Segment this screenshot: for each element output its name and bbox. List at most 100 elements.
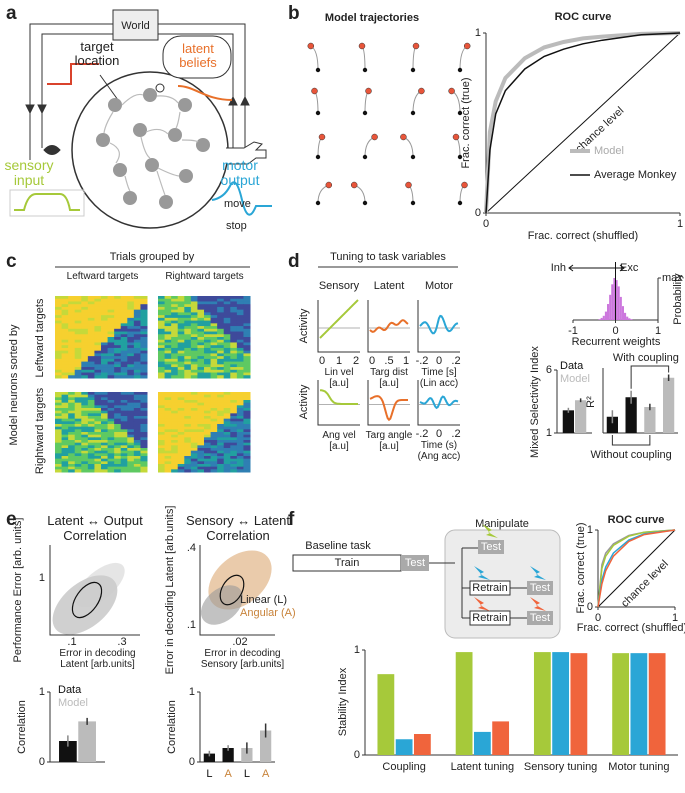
heatmap-cell bbox=[68, 306, 76, 311]
heatmap-cell bbox=[197, 400, 205, 404]
heatmap-cell bbox=[223, 372, 231, 376]
heatmap-cell bbox=[101, 432, 109, 436]
heatmap-cell bbox=[210, 450, 218, 454]
heatmap-cell bbox=[164, 347, 172, 352]
heatmap-cell bbox=[68, 364, 76, 368]
heatmap-cell bbox=[140, 445, 148, 449]
heatmap-cell bbox=[120, 429, 128, 433]
heatmap-cell bbox=[217, 464, 225, 468]
heatmap-cell bbox=[223, 421, 231, 425]
heatmap-cell bbox=[171, 350, 179, 354]
arrow bbox=[568, 264, 625, 272]
heatmap-cell bbox=[140, 397, 148, 401]
heatmap-cell bbox=[204, 356, 212, 360]
heatmap-cell bbox=[107, 367, 115, 371]
heatmap-cell bbox=[74, 453, 82, 457]
heatmap-cell bbox=[107, 450, 115, 454]
heatmap-cell bbox=[94, 410, 102, 414]
heatmap-cell bbox=[204, 342, 212, 346]
heatmap-cell bbox=[177, 347, 185, 352]
heatmap-cell bbox=[184, 469, 192, 473]
heatmap-cell bbox=[204, 298, 212, 302]
heatmap-cell bbox=[55, 326, 63, 330]
heatmap-cell bbox=[74, 364, 82, 368]
heatmap-cell bbox=[107, 405, 115, 409]
heatmap-cell bbox=[81, 304, 89, 308]
bracket bbox=[630, 365, 670, 389]
heatmap-cell bbox=[61, 424, 69, 428]
heatmap-cell bbox=[107, 350, 115, 354]
heatmap-cell bbox=[223, 306, 231, 311]
heatmap-cell bbox=[114, 410, 122, 414]
heatmap-cell bbox=[120, 416, 128, 420]
x-tick-label: Latent tuning bbox=[451, 761, 515, 773]
heatmap-cell bbox=[120, 364, 128, 368]
heatmap-cell bbox=[164, 356, 172, 360]
tuning-title: Tuning to task variables bbox=[330, 251, 446, 263]
heatmap-cell bbox=[133, 397, 141, 401]
scatter-xtick: .02 bbox=[232, 636, 247, 648]
heatmap-cell bbox=[171, 339, 179, 343]
heatmap-cell bbox=[114, 397, 122, 401]
heatmap-cell bbox=[171, 432, 179, 436]
heatmap-cell bbox=[204, 469, 212, 473]
heatmap-cell bbox=[230, 450, 238, 454]
heatmap-cell bbox=[94, 345, 102, 349]
heatmap-cell bbox=[133, 410, 141, 414]
heatmap-cell bbox=[140, 437, 148, 441]
heatmap-cell bbox=[171, 358, 179, 363]
heatmap-cell bbox=[107, 440, 115, 444]
start-dot bbox=[362, 200, 368, 206]
heatmap-cell bbox=[120, 394, 128, 398]
heatmap-cell bbox=[230, 320, 238, 324]
heatmap-cell bbox=[68, 458, 76, 462]
heatmap-cell bbox=[210, 298, 218, 302]
heatmap-cell bbox=[236, 440, 244, 444]
heatmap-cell bbox=[140, 456, 148, 460]
panel-label: d bbox=[288, 251, 300, 272]
tuning-curve bbox=[369, 395, 408, 422]
heatmap-cell bbox=[94, 453, 102, 457]
heatmap-cell bbox=[55, 392, 63, 396]
heatmap-cell bbox=[68, 339, 76, 343]
heatmap-cell bbox=[230, 304, 238, 308]
heatmap-cell bbox=[74, 312, 82, 316]
heatmap-cell bbox=[120, 458, 128, 462]
heatmap-cell bbox=[107, 434, 115, 438]
heatmap-cell bbox=[171, 317, 179, 322]
heatmap-cell bbox=[101, 304, 109, 308]
heatmap-cell bbox=[87, 458, 95, 462]
heatmap-cell bbox=[107, 317, 115, 322]
heatmap-cell bbox=[101, 339, 109, 343]
heatmap-cell bbox=[158, 416, 166, 420]
heatmap-cell bbox=[158, 326, 166, 330]
heatmap-cell bbox=[87, 413, 95, 417]
heatmap-cell bbox=[217, 320, 225, 324]
heatmap-cell bbox=[94, 353, 102, 357]
heatmap-cell bbox=[127, 304, 135, 308]
heatmap-cell bbox=[164, 331, 172, 335]
heatmap-cell bbox=[230, 408, 238, 412]
heatmap-cell bbox=[177, 421, 185, 425]
heatmap-cell bbox=[133, 372, 141, 376]
heatmap-cell bbox=[171, 402, 179, 406]
heatmap-cell bbox=[61, 312, 69, 316]
heatmap-cell bbox=[171, 394, 179, 398]
heatmap-cell bbox=[236, 445, 244, 449]
y-tick-label: 1 bbox=[354, 644, 360, 656]
heatmap-cell bbox=[230, 424, 238, 428]
heatmap-cell bbox=[61, 320, 69, 324]
heatmap-cell bbox=[164, 328, 172, 333]
heatmap-cell bbox=[177, 312, 185, 316]
heatmap-cell bbox=[74, 315, 82, 319]
heatmap-cell bbox=[87, 345, 95, 349]
heatmap-cell bbox=[177, 337, 185, 341]
heatmap-cell bbox=[120, 347, 128, 352]
heatmap-cell bbox=[177, 466, 185, 470]
heatmap-cell bbox=[94, 372, 102, 376]
heatmap-cell bbox=[114, 442, 122, 446]
heatmap-cell bbox=[55, 372, 63, 376]
heatmap-cell bbox=[171, 367, 179, 371]
heatmap-cell bbox=[55, 315, 63, 319]
heatmap-cell bbox=[243, 402, 251, 406]
